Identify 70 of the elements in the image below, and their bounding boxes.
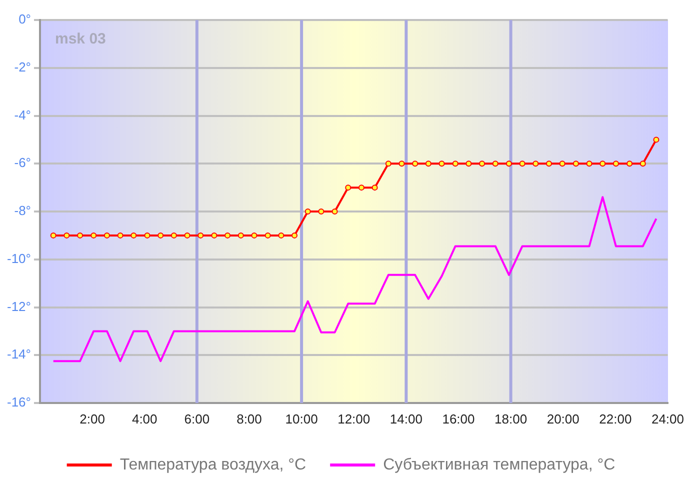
x-tick-label: 22:00	[599, 411, 632, 426]
point	[466, 160, 472, 167]
y-tick-label: -14°	[7, 346, 31, 362]
y-tick-label: -8°	[14, 203, 31, 218]
point	[198, 232, 204, 238]
point	[224, 232, 231, 238]
point	[398, 160, 405, 167]
point	[251, 232, 258, 238]
point	[345, 184, 352, 191]
y-tick-label: -2°	[14, 59, 31, 74]
x-tick-label: 20:00	[546, 411, 580, 426]
point	[184, 232, 190, 238]
point	[264, 232, 271, 238]
point	[479, 160, 486, 167]
point	[318, 208, 324, 214]
point	[278, 232, 284, 238]
x-tick-label: 14:00	[390, 411, 422, 426]
point	[90, 232, 97, 238]
point	[452, 160, 458, 167]
x-tick-label: 18:00	[494, 411, 528, 426]
point	[438, 160, 445, 167]
point	[586, 160, 592, 167]
point	[519, 160, 526, 167]
y-tick-label: -10°	[7, 250, 31, 266]
y-tick-label: -16°	[7, 394, 31, 410]
point	[291, 232, 298, 238]
point	[612, 160, 619, 167]
x-tick-label: 10:00	[285, 411, 318, 426]
point	[104, 232, 110, 238]
point	[358, 184, 364, 191]
point	[412, 160, 418, 167]
point	[64, 232, 70, 238]
point	[559, 160, 566, 167]
point	[506, 160, 512, 167]
x-tick-label: 12:00	[338, 411, 370, 426]
point	[425, 160, 432, 167]
point	[532, 160, 539, 167]
point	[158, 232, 164, 238]
point	[626, 160, 633, 167]
y-tick-label: -6°	[14, 155, 31, 170]
y-tick-label: 0°	[18, 12, 31, 27]
y-tick-label: -12°	[7, 298, 31, 314]
point	[211, 232, 218, 238]
point	[372, 184, 378, 191]
point	[332, 208, 338, 214]
point	[492, 160, 498, 167]
point	[170, 232, 177, 238]
point	[117, 232, 124, 238]
x-tick-label: 16:00	[442, 411, 475, 426]
legend-label: Температура воздуха, °C	[120, 456, 306, 474]
point	[130, 232, 137, 238]
point	[144, 232, 150, 238]
point	[653, 136, 660, 143]
x-tick-label: 2:00	[80, 411, 105, 426]
point	[304, 208, 311, 214]
y-tick-label: -4°	[14, 107, 31, 122]
point	[640, 160, 646, 167]
x-tick-label: 24:00	[651, 411, 684, 426]
point	[546, 160, 552, 167]
point	[385, 160, 392, 167]
point	[238, 232, 244, 238]
point	[600, 160, 606, 167]
annotation: msk 03	[55, 30, 106, 48]
legend-label: Субъективная температура, °C	[383, 456, 616, 474]
x-tick-label: 6:00	[184, 411, 210, 426]
point	[572, 160, 579, 167]
x-tick-label: 4:00	[132, 411, 158, 426]
point	[77, 232, 84, 238]
x-tick-label: 8:00	[236, 411, 262, 426]
point	[50, 232, 56, 238]
